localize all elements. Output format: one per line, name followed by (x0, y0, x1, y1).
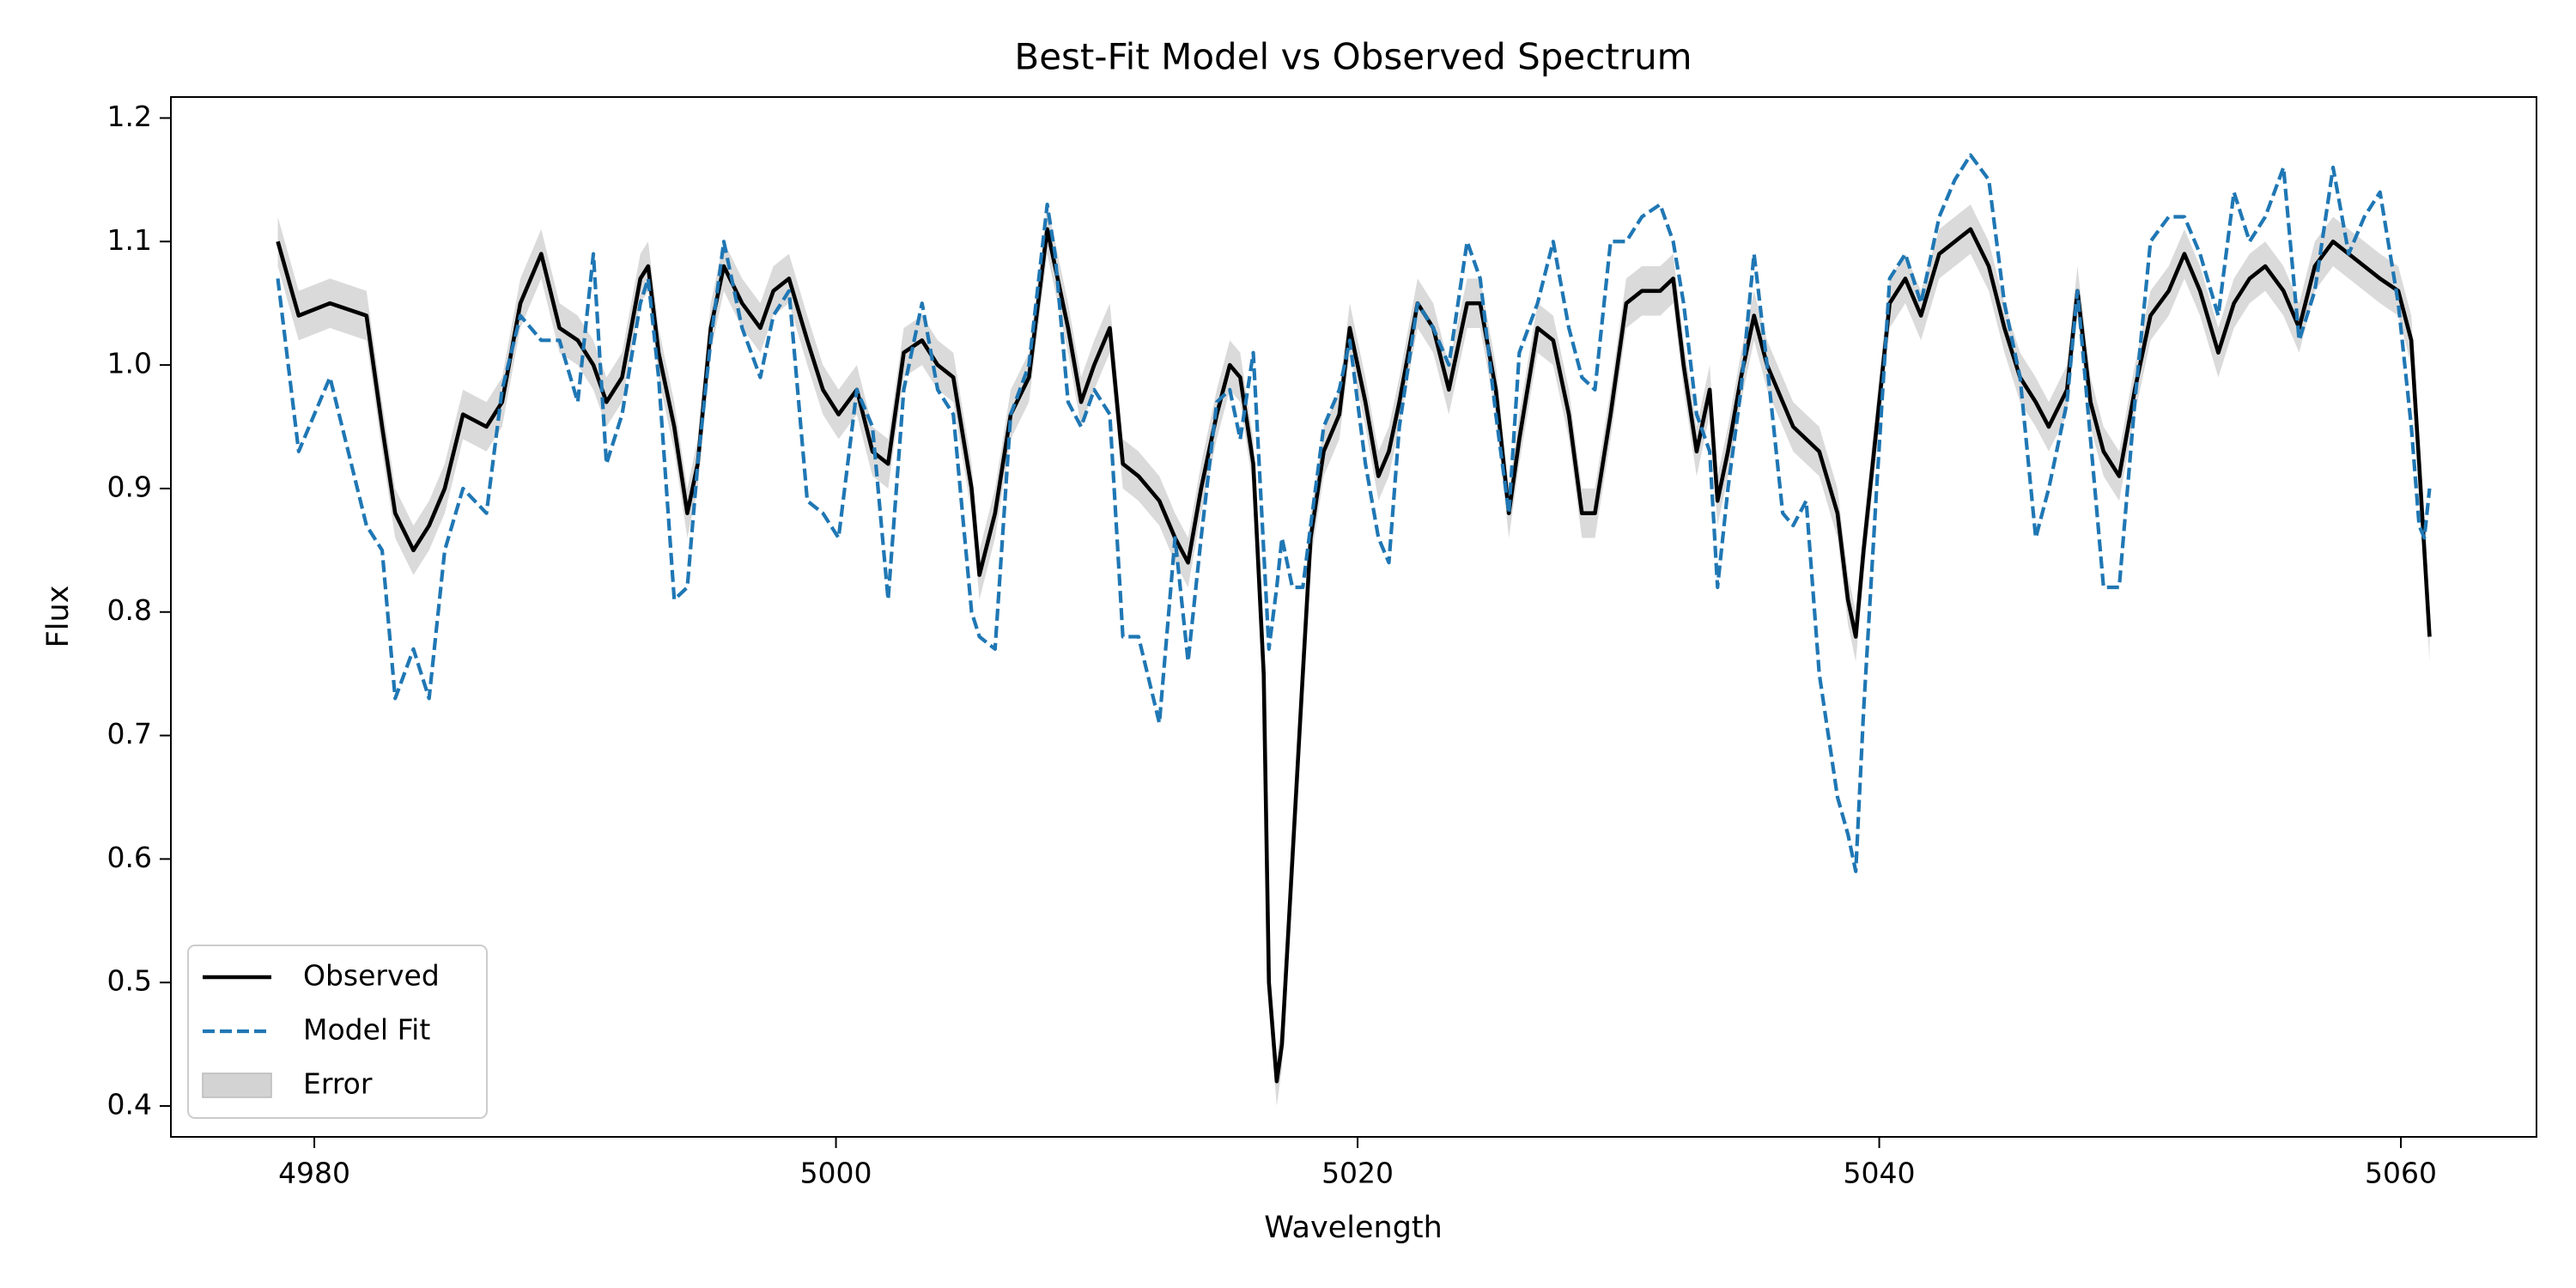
x-axis-label: Wavelength (1264, 1211, 1443, 1245)
plot-frame (170, 96, 2537, 1138)
y-tick-label: 0.9 (107, 470, 152, 503)
x-tick-label: 5020 (1321, 1157, 1394, 1190)
y-tick-label: 0.5 (107, 964, 152, 998)
y-axis-label: Flux (41, 586, 76, 648)
legend-label: Error (303, 1067, 373, 1101)
y-tick-label: 0.6 (107, 841, 152, 874)
legend-swatch (202, 1072, 272, 1098)
y-tick-label: 0.7 (107, 717, 152, 750)
x-tick-label: 5040 (1844, 1157, 1916, 1190)
y-tick-label: 1.0 (107, 347, 152, 380)
y-tick-label: 0.4 (107, 1088, 152, 1121)
plot-area (276, 153, 2432, 1107)
y-tick-label: 1.2 (107, 100, 152, 133)
y-tick-label: 1.1 (107, 223, 152, 257)
x-tick-label: 5060 (2365, 1157, 2437, 1190)
x-tick-label: 4980 (278, 1157, 350, 1190)
x-tick-label: 5000 (800, 1157, 872, 1190)
chart-title: Best-Fit Model vs Observed Spectrum (1014, 36, 1692, 78)
legend-label: Observed (303, 959, 440, 993)
legend-label: Model Fit (303, 1013, 430, 1047)
series-line (276, 153, 2432, 873)
y-tick-label: 0.8 (107, 593, 152, 627)
